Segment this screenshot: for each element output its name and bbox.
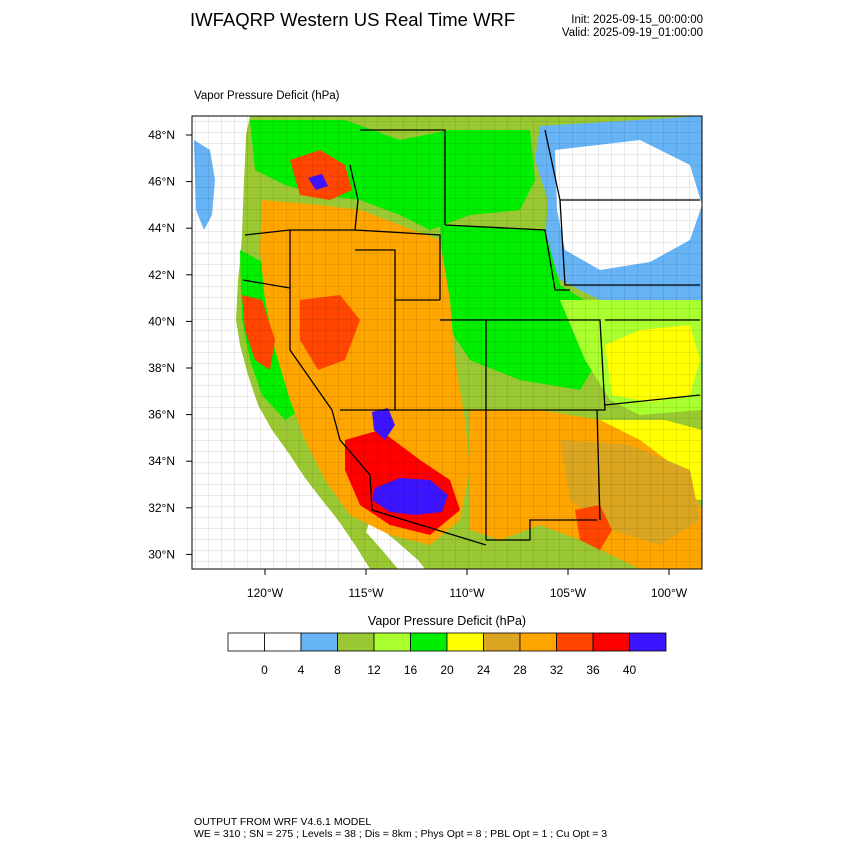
colorbar-tick-label: 12	[367, 663, 381, 677]
colorbar-box	[410, 632, 448, 652]
colorbar-tick-label: 8	[334, 663, 341, 677]
colorbar-box	[373, 632, 411, 652]
colorbar-box	[483, 632, 521, 652]
colorbar-box	[629, 632, 667, 652]
colorbar-box	[519, 632, 557, 652]
colorbar-box	[227, 632, 265, 652]
lat-tick-label: 40°N	[148, 314, 175, 328]
lon-tick-label: 110°W	[449, 586, 485, 600]
run-times: Init: 2025-09-15_00:00:00 Valid: 2025-09…	[562, 14, 703, 40]
lat-tick-label: 48°N	[148, 128, 175, 142]
colorbar-tick-label: 20	[440, 663, 454, 677]
model-footer: OUTPUT FROM WRF V4.6.1 MODEL WE = 310 ; …	[194, 816, 607, 840]
lon-tick-label: 115°W	[348, 586, 384, 600]
colorbar-box	[446, 632, 484, 652]
colorbar-tick-label: 0	[261, 663, 268, 677]
lat-tick-label: 42°N	[148, 268, 175, 282]
footer-line-2: WE = 310 ; SN = 275 ; Levels = 38 ; Dis …	[194, 828, 608, 840]
field-label: Vapor Pressure Deficit (hPa)	[194, 90, 340, 102]
colorbar-box	[337, 632, 375, 652]
lon-tick-label: 120°W	[247, 586, 284, 600]
lat-tick-label: 44°N	[148, 221, 175, 235]
init-time: Init: 2025-09-15_00:00:00	[571, 14, 703, 26]
chart-title: IWFAQRP Western US Real Time WRF	[190, 9, 516, 30]
colorbar-box	[556, 632, 594, 652]
county-borders	[192, 116, 702, 569]
lon-tick-label: 100°W	[651, 586, 688, 600]
colorbar-box	[300, 632, 338, 652]
colorbar-tick-label: 4	[298, 663, 305, 677]
colorbar-tick-label: 36	[586, 663, 600, 677]
colorbar	[227, 632, 667, 652]
colorbar-tick-label: 24	[477, 663, 491, 677]
map-area	[192, 116, 702, 569]
colorbar-tick-label: 16	[404, 663, 418, 677]
latitude-ticks: 48°N 46°N 44°N 42°N 40°N 38°N 36°N 34°N 32°N 30°N	[148, 128, 192, 561]
longitude-ticks: 120°W 115°W 110°W 105°W 100°W	[247, 569, 688, 600]
map-frame	[191, 115, 703, 570]
lat-tick-label: 32°N	[148, 501, 175, 515]
lon-tick-label: 105°W	[550, 586, 587, 600]
lat-tick-label: 38°N	[148, 361, 175, 375]
colorbar-labels: 0 4 8 12 16 20 24 28 32 36 40	[261, 663, 636, 677]
colorbar-box	[592, 632, 630, 652]
colorbar-box	[264, 632, 302, 652]
colorbar-tick-label: 32	[550, 663, 564, 677]
lat-tick-label: 36°N	[148, 408, 175, 422]
footer-line-1: OUTPUT FROM WRF V4.6.1 MODEL	[194, 816, 372, 828]
state-borders	[242, 129, 701, 546]
lat-tick-label: 30°N	[148, 547, 175, 561]
lat-tick-label: 46°N	[148, 175, 175, 189]
valid-time: Valid: 2025-09-19_01:00:00	[561, 27, 703, 39]
colorbar-title: Vapor Pressure Deficit (hPa)	[367, 614, 527, 628]
lat-tick-label: 34°N	[148, 454, 175, 468]
colorbar-tick-label: 40	[623, 663, 637, 677]
colorbar-tick-label: 28	[513, 663, 527, 677]
